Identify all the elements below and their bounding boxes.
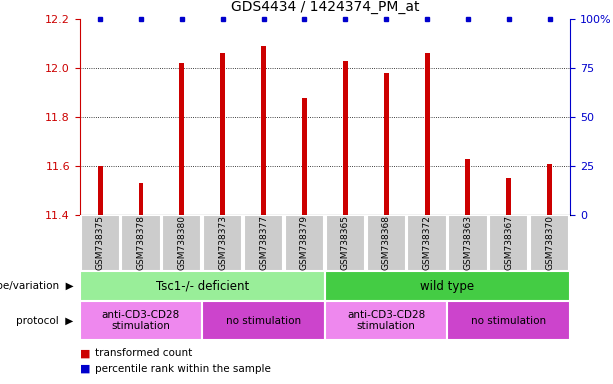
Bar	[367, 215, 406, 271]
Text: GSM738373: GSM738373	[218, 215, 227, 270]
Bar	[325, 301, 447, 340]
Text: ■: ■	[80, 348, 90, 358]
Bar	[203, 215, 242, 271]
Text: GSM738367: GSM738367	[504, 215, 513, 270]
Bar	[285, 215, 324, 271]
Bar	[261, 46, 266, 215]
Bar	[425, 53, 430, 215]
Text: anti-CD3-CD28
stimulation: anti-CD3-CD28 stimulation	[102, 310, 180, 331]
Bar	[343, 61, 348, 215]
Bar	[80, 301, 202, 340]
Bar	[489, 215, 528, 271]
Text: GSM738378: GSM738378	[137, 215, 145, 270]
Bar	[162, 215, 202, 271]
Bar	[325, 271, 570, 301]
Text: percentile rank within the sample: percentile rank within the sample	[95, 364, 271, 374]
Bar	[326, 215, 365, 271]
Text: GSM738380: GSM738380	[177, 215, 186, 270]
Text: protocol  ▶: protocol ▶	[17, 316, 74, 326]
Title: GDS4434 / 1424374_PM_at: GDS4434 / 1424374_PM_at	[230, 0, 419, 14]
Text: transformed count: transformed count	[95, 348, 192, 358]
Bar	[80, 271, 325, 301]
Bar	[202, 301, 325, 340]
Text: GSM738379: GSM738379	[300, 215, 309, 270]
Text: genotype/variation  ▶: genotype/variation ▶	[0, 281, 74, 291]
Bar	[448, 215, 487, 271]
Bar	[547, 164, 552, 215]
Text: GSM738363: GSM738363	[463, 215, 473, 270]
Bar	[220, 53, 225, 215]
Text: anti-CD3-CD28
stimulation: anti-CD3-CD28 stimulation	[347, 310, 425, 331]
Text: wild type: wild type	[421, 280, 474, 293]
Bar	[121, 215, 161, 271]
Bar	[408, 215, 447, 271]
Text: GSM738365: GSM738365	[341, 215, 350, 270]
Bar	[180, 63, 185, 215]
Bar	[447, 301, 570, 340]
Text: Tsc1-/- deficient: Tsc1-/- deficient	[156, 280, 249, 293]
Text: GSM738370: GSM738370	[545, 215, 554, 270]
Bar	[530, 215, 569, 271]
Text: GSM738372: GSM738372	[422, 215, 432, 270]
Bar	[80, 215, 120, 271]
Text: GSM738368: GSM738368	[382, 215, 390, 270]
Text: GSM738375: GSM738375	[96, 215, 105, 270]
Text: ■: ■	[80, 364, 90, 374]
Bar	[506, 178, 511, 215]
Text: GSM738377: GSM738377	[259, 215, 268, 270]
Bar	[465, 159, 470, 215]
Text: no stimulation: no stimulation	[226, 316, 301, 326]
Bar	[97, 166, 102, 215]
Bar	[302, 98, 307, 215]
Bar	[384, 73, 389, 215]
Bar	[139, 183, 143, 215]
Bar	[244, 215, 283, 271]
Text: no stimulation: no stimulation	[471, 316, 546, 326]
